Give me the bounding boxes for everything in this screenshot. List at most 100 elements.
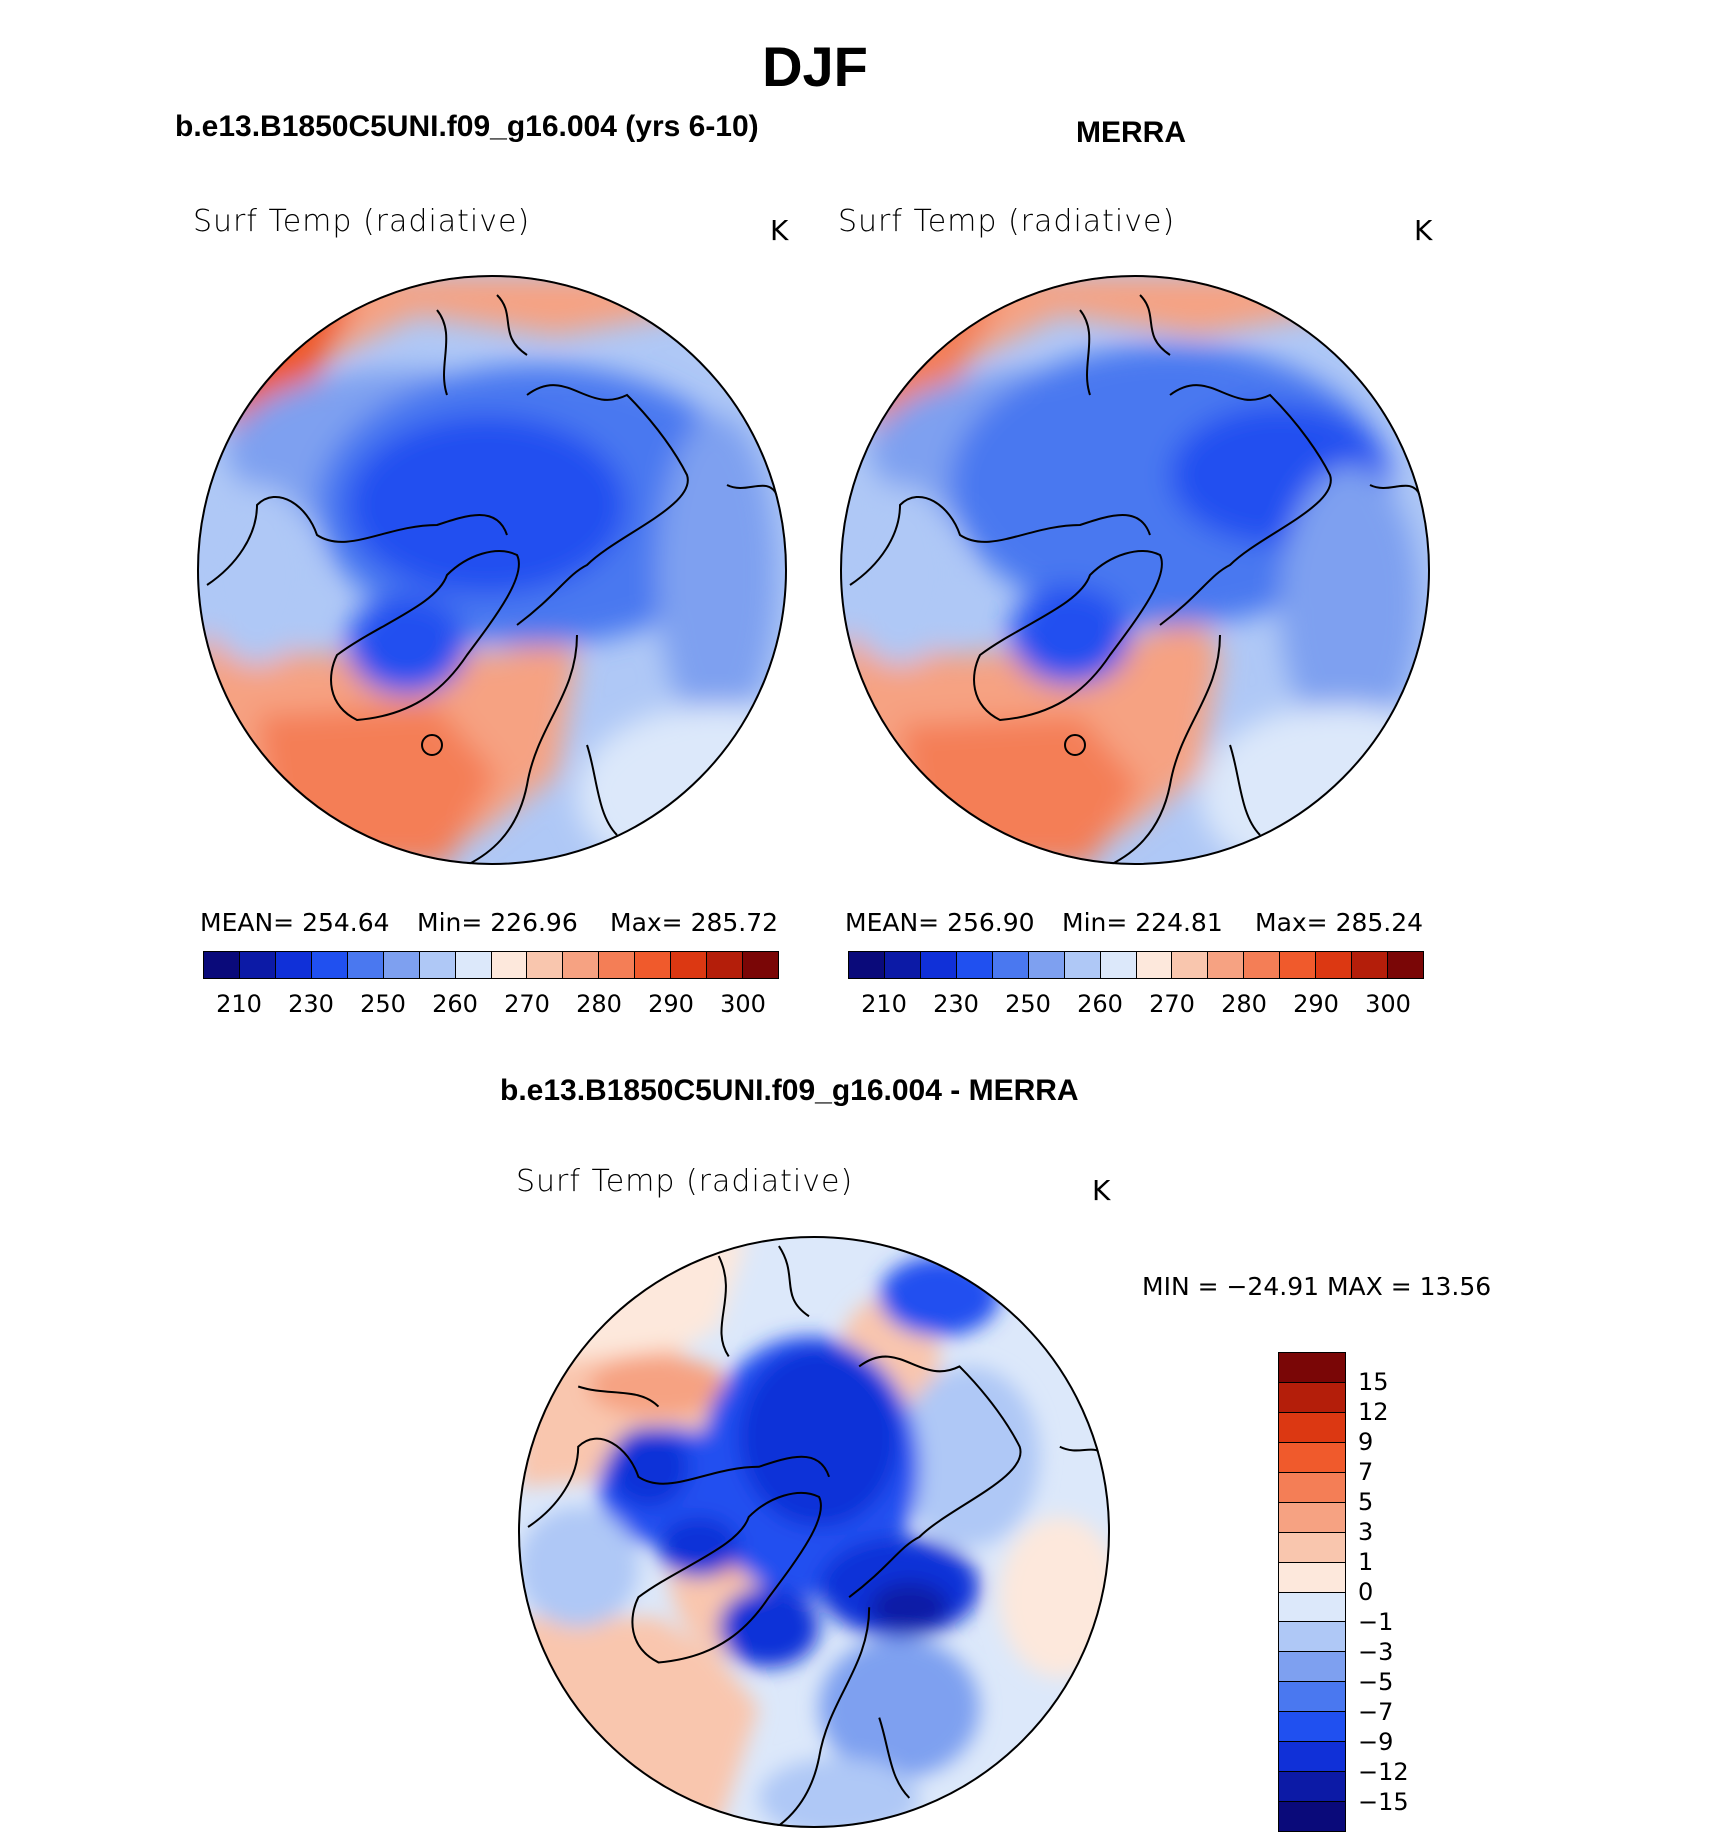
colorbar-tick-label: 15 [1358, 1368, 1389, 1396]
colorbar-swatch [1279, 1442, 1345, 1473]
model-min: Min= 226.96 [417, 908, 578, 937]
colorbar-swatch [275, 952, 312, 978]
colorbar-tick-label: 250 [360, 990, 406, 1018]
colorbar-swatch [1279, 1472, 1345, 1503]
colorbar-swatch [1279, 1652, 1345, 1683]
diff-colorbar [1278, 1352, 1346, 1832]
colorbar-swatch [311, 952, 348, 978]
colorbar-tick-label: −5 [1358, 1668, 1394, 1696]
colorbar-swatch [1388, 952, 1423, 978]
colorbar-tick-label: −15 [1358, 1788, 1409, 1816]
colorbar-tick-label: 210 [861, 990, 907, 1018]
model-colorbar [203, 951, 779, 979]
colorbar-swatch [1279, 1802, 1345, 1831]
colorbar-swatch [1279, 1562, 1345, 1593]
colorbar-swatch [1316, 952, 1353, 978]
colorbar-tick-label: 7 [1358, 1458, 1374, 1486]
obs-variable-label: Surf Temp (radiative) [838, 204, 1176, 239]
colorbar-swatch [1279, 1353, 1345, 1383]
colorbar-swatch [1279, 1382, 1345, 1413]
colorbar-tick-label: −9 [1358, 1728, 1394, 1756]
colorbar-tick-label: 300 [720, 990, 766, 1018]
colorbar-swatch [956, 952, 993, 978]
colorbar-swatch [1244, 952, 1281, 978]
colorbar-tick-label: 9 [1358, 1428, 1374, 1456]
colorbar-swatch [671, 952, 708, 978]
model-unit-label: K [770, 214, 789, 247]
colorbar-swatch [1279, 1502, 1345, 1533]
model-title: b.e13.B1850C5UNI.f09_g16.004 (yrs 6-10) [175, 110, 759, 143]
obs-colorbar-ticks: 210 230 250 260 270 280 290 300 [848, 990, 1424, 1020]
colorbar-tick-label: 270 [504, 990, 550, 1018]
obs-mean: MEAN= 256.90 [845, 908, 1035, 937]
colorbar-swatch [1064, 952, 1101, 978]
colorbar-swatch [1136, 952, 1173, 978]
colorbar-swatch [1279, 1712, 1345, 1743]
colorbar-tick-label: 290 [1293, 990, 1339, 1018]
colorbar-tick-label: 260 [432, 990, 478, 1018]
colorbar-swatch [884, 952, 921, 978]
colorbar-swatch [1279, 1742, 1345, 1773]
colorbar-swatch [1279, 1592, 1345, 1623]
colorbar-tick-label: 280 [1221, 990, 1267, 1018]
colorbar-swatch [383, 952, 420, 978]
colorbar-tick-label: 230 [933, 990, 979, 1018]
colorbar-tick-label: −12 [1358, 1758, 1409, 1786]
colorbar-swatch [239, 952, 276, 978]
colorbar-tick-label: 3 [1358, 1518, 1374, 1546]
colorbar-tick-label: 230 [288, 990, 334, 1018]
colorbar-tick-label: −3 [1358, 1638, 1394, 1666]
colorbar-tick-label: 280 [576, 990, 622, 1018]
diff-polar-map [518, 1236, 1110, 1828]
colorbar-swatch [419, 952, 456, 978]
colorbar-tick-label: 270 [1149, 990, 1195, 1018]
diff-title: b.e13.B1850C5UNI.f09_g16.004 - MERRA [500, 1074, 1079, 1107]
colorbar-tick-label: 300 [1365, 990, 1411, 1018]
model-colorbar-ticks: 210 230 250 260 270 280 290 300 [203, 990, 779, 1020]
model-max: Max= 285.72 [610, 908, 779, 937]
colorbar-tick-label: 1 [1358, 1548, 1374, 1576]
colorbar-swatch [1100, 952, 1137, 978]
obs-max: Max= 285.24 [1255, 908, 1424, 937]
colorbar-swatch [1352, 952, 1389, 978]
diff-unit-label: K [1092, 1174, 1111, 1207]
colorbar-swatch [1028, 952, 1065, 978]
colorbar-swatch [707, 952, 744, 978]
colorbar-tick-label: −1 [1358, 1608, 1394, 1636]
colorbar-swatch [1279, 1412, 1345, 1443]
colorbar-swatch [1280, 952, 1317, 978]
colorbar-swatch [455, 952, 492, 978]
obs-unit-label: K [1414, 214, 1433, 247]
colorbar-tick-label: 12 [1358, 1398, 1389, 1426]
model-polar-map [197, 275, 787, 865]
diff-minmax: MIN = −24.91 MAX = 13.56 [1142, 1272, 1492, 1301]
colorbar-swatch [920, 952, 957, 978]
main-title: DJF [762, 35, 868, 98]
colorbar-swatch [491, 952, 528, 978]
colorbar-tick-label: −7 [1358, 1698, 1394, 1726]
diff-variable-label: Surf Temp (radiative) [516, 1164, 854, 1199]
model-variable-label: Surf Temp (radiative) [193, 204, 531, 239]
obs-min: Min= 224.81 [1062, 908, 1223, 937]
colorbar-tick-label: 0 [1358, 1578, 1374, 1606]
colorbar-tick-label: 5 [1358, 1488, 1374, 1516]
obs-title: MERRA [1076, 116, 1186, 149]
colorbar-swatch [204, 952, 240, 978]
obs-colorbar [848, 951, 1424, 979]
colorbar-tick-label: 260 [1077, 990, 1123, 1018]
colorbar-tick-label: 210 [216, 990, 262, 1018]
colorbar-swatch [1279, 1772, 1345, 1803]
obs-polar-map [840, 275, 1430, 865]
colorbar-tick-label: 290 [648, 990, 694, 1018]
colorbar-swatch [527, 952, 564, 978]
model-mean: MEAN= 254.64 [200, 908, 390, 937]
colorbar-swatch [599, 952, 636, 978]
colorbar-swatch [1172, 952, 1209, 978]
colorbar-tick-label: 250 [1005, 990, 1051, 1018]
colorbar-swatch [1279, 1622, 1345, 1653]
colorbar-swatch [992, 952, 1029, 978]
colorbar-swatch [635, 952, 672, 978]
colorbar-swatch [1279, 1682, 1345, 1713]
colorbar-swatch [743, 952, 778, 978]
colorbar-swatch [1279, 1532, 1345, 1563]
